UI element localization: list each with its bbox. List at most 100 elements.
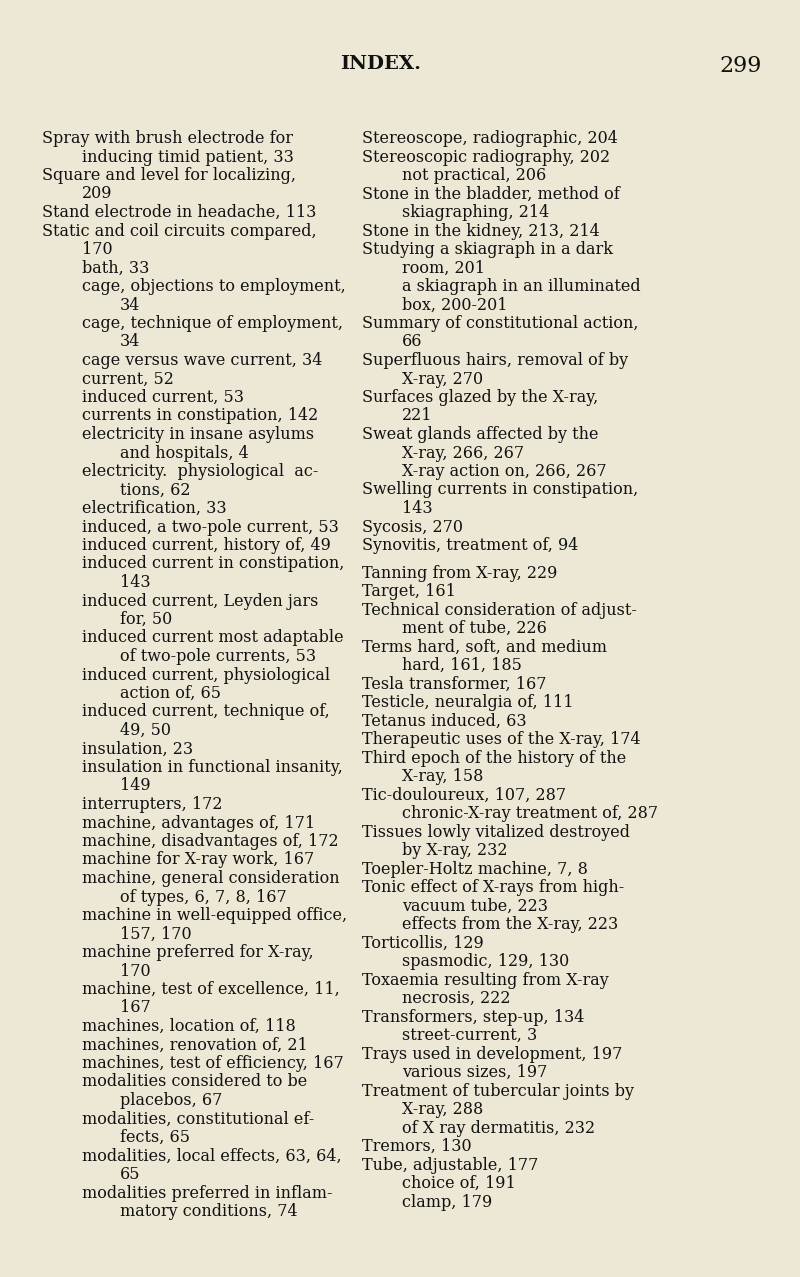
Text: 49, 50: 49, 50 <box>120 722 171 739</box>
Text: ment of tube, 226: ment of tube, 226 <box>402 621 547 637</box>
Text: 170: 170 <box>120 963 150 979</box>
Text: machine, test of excellence, 11,: machine, test of excellence, 11, <box>82 981 340 999</box>
Text: various sizes, 197: various sizes, 197 <box>402 1064 547 1082</box>
Text: INDEX.: INDEX. <box>340 55 421 73</box>
Text: effects from the X-ray, 223: effects from the X-ray, 223 <box>402 917 618 933</box>
Text: Tissues lowly vitalized destroyed: Tissues lowly vitalized destroyed <box>362 824 630 840</box>
Text: and hospitals, 4: and hospitals, 4 <box>120 444 249 461</box>
Text: skiagraphing, 214: skiagraphing, 214 <box>402 204 550 221</box>
Text: 65: 65 <box>120 1166 141 1183</box>
Text: 221: 221 <box>402 407 433 424</box>
Text: machine preferred for X-ray,: machine preferred for X-ray, <box>82 944 314 962</box>
Text: electrification, 33: electrification, 33 <box>82 501 226 517</box>
Text: machines, location of, 118: machines, location of, 118 <box>82 1018 296 1034</box>
Text: Stereoscopic radiography, 202: Stereoscopic radiography, 202 <box>362 148 610 166</box>
Text: not practical, 206: not practical, 206 <box>402 167 546 184</box>
Text: for, 50: for, 50 <box>120 610 172 628</box>
Text: induced current, 53: induced current, 53 <box>82 389 244 406</box>
Text: Tetanus induced, 63: Tetanus induced, 63 <box>362 713 526 729</box>
Text: 167: 167 <box>120 1000 150 1016</box>
Text: induced current, physiological: induced current, physiological <box>82 667 330 683</box>
Text: a skiagraph in an illuminated: a skiagraph in an illuminated <box>402 278 641 295</box>
Text: box, 200-201: box, 200-201 <box>402 296 507 313</box>
Text: Technical consideration of adjust-: Technical consideration of adjust- <box>362 601 637 619</box>
Text: tions, 62: tions, 62 <box>120 481 190 498</box>
Text: currents in constipation, 142: currents in constipation, 142 <box>82 407 318 424</box>
Text: Third epoch of the history of the: Third epoch of the history of the <box>362 750 626 766</box>
Text: modalities considered to be: modalities considered to be <box>82 1074 307 1091</box>
Text: of two-pole currents, 53: of two-pole currents, 53 <box>120 647 316 665</box>
Text: Toepler-Holtz machine, 7, 8: Toepler-Holtz machine, 7, 8 <box>362 861 588 877</box>
Text: room, 201: room, 201 <box>402 259 485 277</box>
Text: Therapeutic uses of the X-ray, 174: Therapeutic uses of the X-ray, 174 <box>362 732 641 748</box>
Text: matory conditions, 74: matory conditions, 74 <box>120 1203 298 1220</box>
Text: electricity.  physiological  ac-: electricity. physiological ac- <box>82 464 318 480</box>
Text: Sycosis, 270: Sycosis, 270 <box>362 518 463 535</box>
Text: 66: 66 <box>402 333 422 350</box>
Text: machine for X-ray work, 167: machine for X-ray work, 167 <box>82 852 314 868</box>
Text: machine, disadvantages of, 172: machine, disadvantages of, 172 <box>82 833 338 850</box>
Text: Transformers, step-up, 134: Transformers, step-up, 134 <box>362 1009 584 1025</box>
Text: interrupters, 172: interrupters, 172 <box>82 796 222 813</box>
Text: induced, a two-pole current, 53: induced, a two-pole current, 53 <box>82 518 339 535</box>
Text: Surfaces glazed by the X-ray,: Surfaces glazed by the X-ray, <box>362 389 598 406</box>
Text: Studying a skiagraph in a dark: Studying a skiagraph in a dark <box>362 241 613 258</box>
Text: 209: 209 <box>82 185 113 203</box>
Text: Tonic effect of X-rays from high-: Tonic effect of X-rays from high- <box>362 880 624 896</box>
Text: cage, objections to employment,: cage, objections to employment, <box>82 278 346 295</box>
Text: street-current, 3: street-current, 3 <box>402 1027 538 1045</box>
Text: of X ray dermatitis, 232: of X ray dermatitis, 232 <box>402 1120 595 1137</box>
Text: 299: 299 <box>720 55 762 77</box>
Text: Trays used in development, 197: Trays used in development, 197 <box>362 1046 622 1062</box>
Text: Stereoscope, radiographic, 204: Stereoscope, radiographic, 204 <box>362 130 618 147</box>
Text: machine, advantages of, 171: machine, advantages of, 171 <box>82 815 315 831</box>
Text: Stone in the kidney, 213, 214: Stone in the kidney, 213, 214 <box>362 222 600 240</box>
Text: Spray with brush electrode for: Spray with brush electrode for <box>42 130 293 147</box>
Text: bath, 33: bath, 33 <box>82 259 150 277</box>
Text: Static and coil circuits compared,: Static and coil circuits compared, <box>42 222 317 240</box>
Text: fects, 65: fects, 65 <box>120 1129 190 1145</box>
Text: Superfluous hairs, removal of by: Superfluous hairs, removal of by <box>362 352 628 369</box>
Text: 149: 149 <box>120 778 150 794</box>
Text: Swelling currents in constipation,: Swelling currents in constipation, <box>362 481 638 498</box>
Text: modalities, local effects, 63, 64,: modalities, local effects, 63, 64, <box>82 1148 342 1165</box>
Text: by X-ray, 232: by X-ray, 232 <box>402 843 507 859</box>
Text: induced current, history of, 49: induced current, history of, 49 <box>82 538 331 554</box>
Text: X-ray, 158: X-ray, 158 <box>402 769 483 785</box>
Text: Treatment of tubercular joints by: Treatment of tubercular joints by <box>362 1083 634 1099</box>
Text: induced current, technique of,: induced current, technique of, <box>82 704 330 720</box>
Text: Tanning from X-ray, 229: Tanning from X-ray, 229 <box>362 564 558 582</box>
Text: machines, test of efficiency, 167: machines, test of efficiency, 167 <box>82 1055 344 1071</box>
Text: Synovitis, treatment of, 94: Synovitis, treatment of, 94 <box>362 538 578 554</box>
Text: X-ray action on, 266, 267: X-ray action on, 266, 267 <box>402 464 606 480</box>
Text: Terms hard, soft, and medium: Terms hard, soft, and medium <box>362 638 607 656</box>
Text: action of, 65: action of, 65 <box>120 684 221 702</box>
Text: cage versus wave current, 34: cage versus wave current, 34 <box>82 352 322 369</box>
Text: 143: 143 <box>402 501 433 517</box>
Text: X-ray, 270: X-ray, 270 <box>402 370 483 387</box>
Text: induced current, Leyden jars: induced current, Leyden jars <box>82 593 318 609</box>
Text: necrosis, 222: necrosis, 222 <box>402 990 510 1008</box>
Text: X-ray, 288: X-ray, 288 <box>402 1101 483 1119</box>
Text: chronic-X-ray treatment of, 287: chronic-X-ray treatment of, 287 <box>402 806 658 822</box>
Text: cage, technique of employment,: cage, technique of employment, <box>82 315 343 332</box>
Text: induced current most adaptable: induced current most adaptable <box>82 630 344 646</box>
Text: choice of, 191: choice of, 191 <box>402 1175 516 1193</box>
Text: Target, 161: Target, 161 <box>362 584 456 600</box>
Text: X-ray, 266, 267: X-ray, 266, 267 <box>402 444 524 461</box>
Text: placebos, 67: placebos, 67 <box>120 1092 222 1108</box>
Text: Testicle, neuralgia of, 111: Testicle, neuralgia of, 111 <box>362 695 574 711</box>
Text: Sweat glands affected by the: Sweat glands affected by the <box>362 427 598 443</box>
Text: current, 52: current, 52 <box>82 370 174 387</box>
Text: 34: 34 <box>120 296 140 313</box>
Text: 157, 170: 157, 170 <box>120 926 192 942</box>
Text: Stand electrode in headache, 113: Stand electrode in headache, 113 <box>42 204 316 221</box>
Text: modalities, constitutional ef-: modalities, constitutional ef- <box>82 1111 314 1128</box>
Text: Toxaemia resulting from X-ray: Toxaemia resulting from X-ray <box>362 972 609 988</box>
Text: Summary of constitutional action,: Summary of constitutional action, <box>362 315 638 332</box>
Text: of types, 6, 7, 8, 167: of types, 6, 7, 8, 167 <box>120 889 286 905</box>
Text: machine, general consideration: machine, general consideration <box>82 870 340 888</box>
Text: Torticollis, 129: Torticollis, 129 <box>362 935 484 951</box>
Text: insulation in functional insanity,: insulation in functional insanity, <box>82 759 342 776</box>
Text: Tremors, 130: Tremors, 130 <box>362 1138 472 1156</box>
